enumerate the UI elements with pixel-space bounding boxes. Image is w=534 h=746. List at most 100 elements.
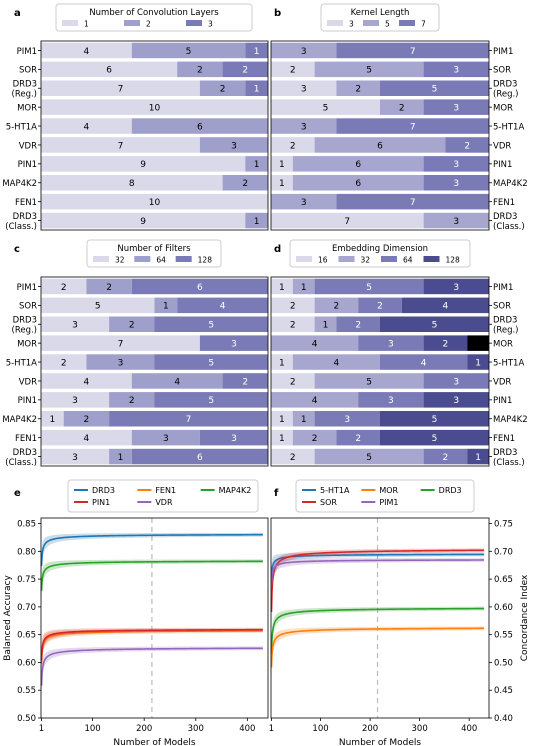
bar-value-label: 2 xyxy=(464,141,470,151)
bar-value-label: 2 xyxy=(290,302,296,312)
bar-value-label: 2 xyxy=(443,339,449,349)
bar-segment xyxy=(222,175,268,191)
bar-segment xyxy=(271,448,315,465)
bar-value-label: 2 xyxy=(242,66,248,76)
bar-segment xyxy=(109,392,155,408)
bar-segment xyxy=(271,61,315,78)
legend-swatch xyxy=(381,256,397,262)
bar-value-label: 2 xyxy=(129,321,135,331)
bar-value-label: 7 xyxy=(118,141,124,151)
category-label: (Class.) xyxy=(493,222,525,232)
y-tick-label: 0.85 xyxy=(17,520,36,530)
bar-segment xyxy=(41,212,246,229)
bar-segment xyxy=(423,392,489,408)
bar-segment xyxy=(336,193,489,210)
y-tick-label: 0.80 xyxy=(17,547,36,557)
x-tick-label: 100 xyxy=(312,724,328,734)
legend-swatch xyxy=(296,256,312,262)
bar-value-label: 1 xyxy=(475,453,481,463)
bar-segment xyxy=(336,429,380,446)
bar-value-label: 2 xyxy=(290,377,296,387)
bar-segment xyxy=(41,80,200,96)
legend-swatch xyxy=(327,20,343,26)
category-label: (Class.) xyxy=(5,222,37,232)
bar-value-label: 4 xyxy=(220,302,226,312)
bar-segment xyxy=(271,429,293,446)
category-label: MAP4K2 xyxy=(493,415,528,425)
y-tick-label: 0.50 xyxy=(494,658,513,668)
bar-value-label: 1 xyxy=(475,358,481,368)
y-tick-label: 0.45 xyxy=(494,686,513,696)
bar-segment xyxy=(380,411,489,427)
series-VDR xyxy=(40,646,263,700)
bar-value-label: 3 xyxy=(118,358,124,368)
bar-value-label: 3 xyxy=(231,141,237,151)
bar-segment xyxy=(314,61,424,78)
bar-value-label: 2 xyxy=(242,377,248,387)
bar-segment xyxy=(271,278,293,295)
category-label: DRD3 xyxy=(493,448,517,458)
bar-value-label: 3 xyxy=(453,377,459,387)
legend-label: MAP4K2 xyxy=(219,486,252,495)
bar-segment xyxy=(292,175,424,191)
legend-label: 5-HT1A xyxy=(320,486,350,495)
x-axis-label: Number of Models xyxy=(339,738,422,746)
bar-value-label: 6 xyxy=(355,179,361,189)
category-label: SOR xyxy=(19,66,37,76)
bar-segment xyxy=(41,392,110,408)
legend-swatch xyxy=(124,20,140,26)
category-label: PIM1 xyxy=(17,47,37,57)
bar-segment xyxy=(423,373,489,389)
bar-value-label: 6 xyxy=(197,283,203,293)
x-tick-label: 1 xyxy=(269,724,274,734)
bar-segment xyxy=(222,61,268,78)
bar-segment xyxy=(401,297,489,314)
series-MAP4K2 xyxy=(40,559,263,605)
bar-segment xyxy=(271,212,424,229)
bar-value-label: 3 xyxy=(344,415,350,425)
bar-value-label: 5 xyxy=(432,321,438,331)
bar-value-label: 5 xyxy=(432,415,438,425)
bar-value-label: 5 xyxy=(208,321,214,331)
bar-value-label: 3 xyxy=(388,396,394,406)
plot-frame xyxy=(270,517,490,719)
bar-segment xyxy=(131,373,223,389)
category-label: MAP4K2 xyxy=(2,415,37,425)
series-MOR xyxy=(270,626,485,681)
bar-value-label: 3 xyxy=(301,122,307,132)
legend-label: 16 xyxy=(318,256,328,265)
bar-segment xyxy=(86,278,132,295)
bar-value-label: 1 xyxy=(49,415,55,425)
bar-segment xyxy=(292,354,380,370)
bar-segment xyxy=(271,42,337,59)
x-tick-label: 1 xyxy=(39,724,44,734)
category-label: DRD3 xyxy=(13,80,37,90)
bar-segment xyxy=(314,373,424,389)
legend-label: 32 xyxy=(361,256,371,265)
legend-label: 128 xyxy=(198,256,213,265)
bar-value-label: 5 xyxy=(186,47,192,57)
bar-segment xyxy=(63,411,110,427)
bar-value-label: 3 xyxy=(231,339,237,349)
bar-segment xyxy=(271,156,293,172)
bar-segment xyxy=(292,429,337,446)
bar-segment xyxy=(41,354,87,370)
bar-value-label: 6 xyxy=(106,66,112,76)
bar-segment xyxy=(199,429,268,446)
bar-value-label: 4 xyxy=(174,377,180,387)
category-label: PIN1 xyxy=(18,396,37,406)
bar-value-label: 2 xyxy=(312,434,318,444)
bar-segment xyxy=(41,42,132,59)
legend-label: PIN1 xyxy=(92,498,110,507)
category-label: MAP4K2 xyxy=(493,179,528,189)
bar-value-label: 6 xyxy=(197,453,203,463)
bar-value-label: 4 xyxy=(312,339,318,349)
panel-letter: f xyxy=(274,488,279,499)
category-label: MOR xyxy=(493,103,513,113)
category-label: PIM1 xyxy=(17,283,37,293)
legend-swatch xyxy=(338,256,355,262)
bar-segment xyxy=(467,354,489,370)
legend-title: Number of Convolution Layers xyxy=(89,8,219,18)
series-line xyxy=(270,559,485,584)
